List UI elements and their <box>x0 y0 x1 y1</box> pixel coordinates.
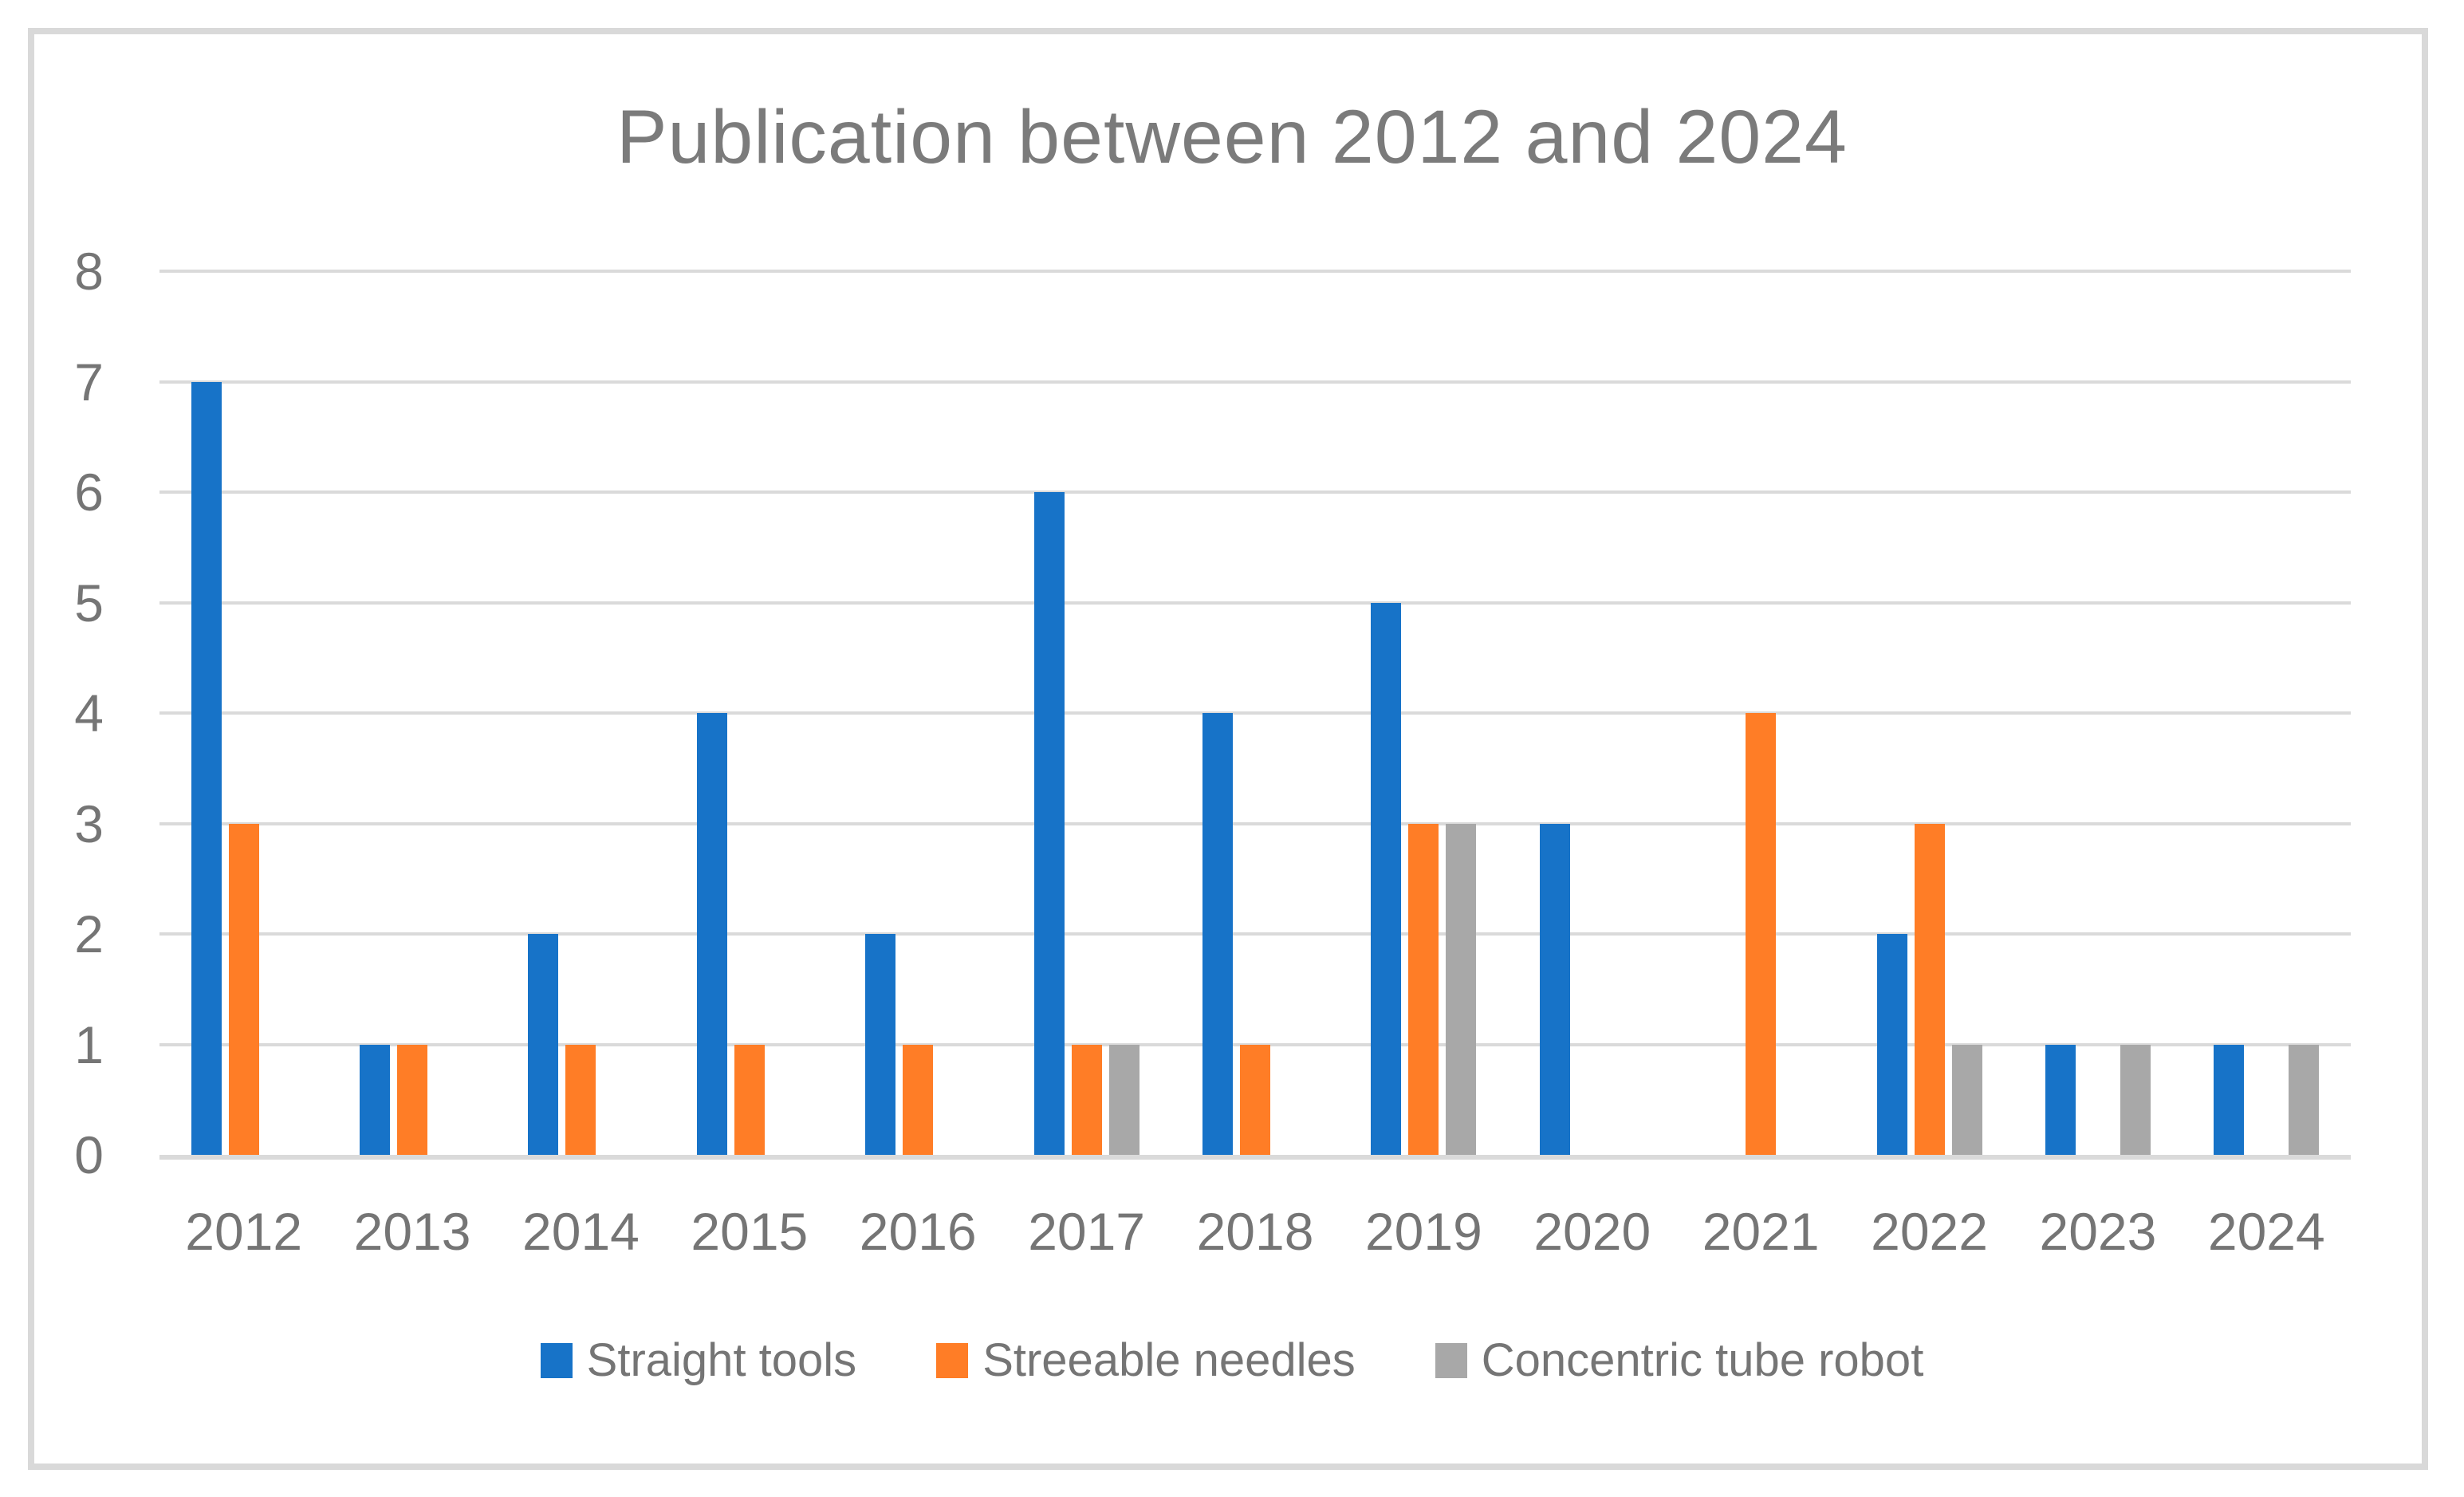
bar <box>696 713 727 1155</box>
bar <box>1108 1044 1140 1155</box>
x-tick-label: 2019 <box>1364 1202 1482 1261</box>
y-tick-label: 6 <box>74 463 104 522</box>
y-tick-label: 8 <box>74 242 104 301</box>
bar <box>2045 1044 2076 1155</box>
x-tick-label: 2021 <box>1702 1202 1820 1261</box>
legend-swatch <box>540 1342 573 1378</box>
x-tick-label: 2018 <box>1196 1202 1314 1261</box>
y-tick-label: 1 <box>74 1014 104 1074</box>
bar <box>1746 713 1777 1155</box>
x-tick-label: 2013 <box>353 1202 471 1261</box>
legend-item: Streeable needles <box>936 1334 1356 1387</box>
legend-swatch <box>1435 1342 1467 1378</box>
gridline <box>159 380 2351 384</box>
x-axis-line <box>159 1155 2351 1160</box>
bar <box>865 934 896 1155</box>
bar <box>397 1044 428 1155</box>
chart-title: Publication between 2012 and 2024 <box>616 95 1848 179</box>
x-tick-label: 2017 <box>1028 1202 1146 1261</box>
x-tick-label: 2012 <box>185 1202 303 1261</box>
bar <box>1539 823 1570 1155</box>
y-tick-label: 2 <box>74 904 104 963</box>
gridline <box>159 821 2351 825</box>
y-tick-label: 7 <box>74 352 104 412</box>
gridline <box>159 601 2351 605</box>
bar <box>360 1044 391 1155</box>
bar <box>1876 934 1907 1155</box>
gridline <box>159 490 2351 494</box>
bar <box>2289 1044 2320 1155</box>
legend-swatch <box>936 1342 969 1378</box>
gridline <box>159 932 2351 936</box>
bar <box>1408 823 1439 1155</box>
chart-border <box>28 28 2428 1470</box>
y-tick-label: 4 <box>74 683 104 743</box>
legend-item: Straight tools <box>540 1334 857 1387</box>
bar <box>565 1044 596 1155</box>
bar <box>1951 1044 1982 1155</box>
x-tick-label: 2024 <box>2207 1202 2325 1261</box>
bar <box>1202 713 1233 1155</box>
bar <box>228 823 259 1155</box>
legend: Straight tools Streeable needles Concentri… <box>0 1334 2464 1387</box>
y-tick-label: 5 <box>74 573 104 632</box>
y-tick-label: 3 <box>74 794 104 853</box>
gridline <box>159 270 2351 273</box>
bar <box>1371 602 1402 1155</box>
x-tick-label: 2014 <box>522 1202 640 1261</box>
bar <box>528 934 559 1155</box>
x-tick-label: 2022 <box>1871 1202 1988 1261</box>
y-tick-label: 0 <box>74 1125 104 1184</box>
bar <box>1446 823 1477 1155</box>
x-tick-label: 2016 <box>859 1202 977 1261</box>
legend-label: Streeable needles <box>982 1334 1356 1386</box>
bar <box>1240 1044 1270 1155</box>
x-tick-label: 2015 <box>691 1202 809 1261</box>
bar <box>1914 823 1945 1155</box>
legend-label: Concentric tube robot <box>1481 1334 1924 1386</box>
legend-label: Straight tools <box>586 1334 857 1386</box>
legend-item: Concentric tube robot <box>1435 1334 1924 1387</box>
bar <box>2214 1044 2245 1155</box>
x-tick-label: 2020 <box>1533 1202 1651 1261</box>
bar <box>1071 1044 1102 1155</box>
bar <box>1033 492 1065 1155</box>
bar <box>2120 1044 2151 1155</box>
bar <box>903 1044 934 1155</box>
x-tick-label: 2023 <box>2039 1202 2157 1261</box>
gridline <box>159 711 2351 715</box>
bar <box>191 381 222 1155</box>
bar <box>734 1044 765 1155</box>
